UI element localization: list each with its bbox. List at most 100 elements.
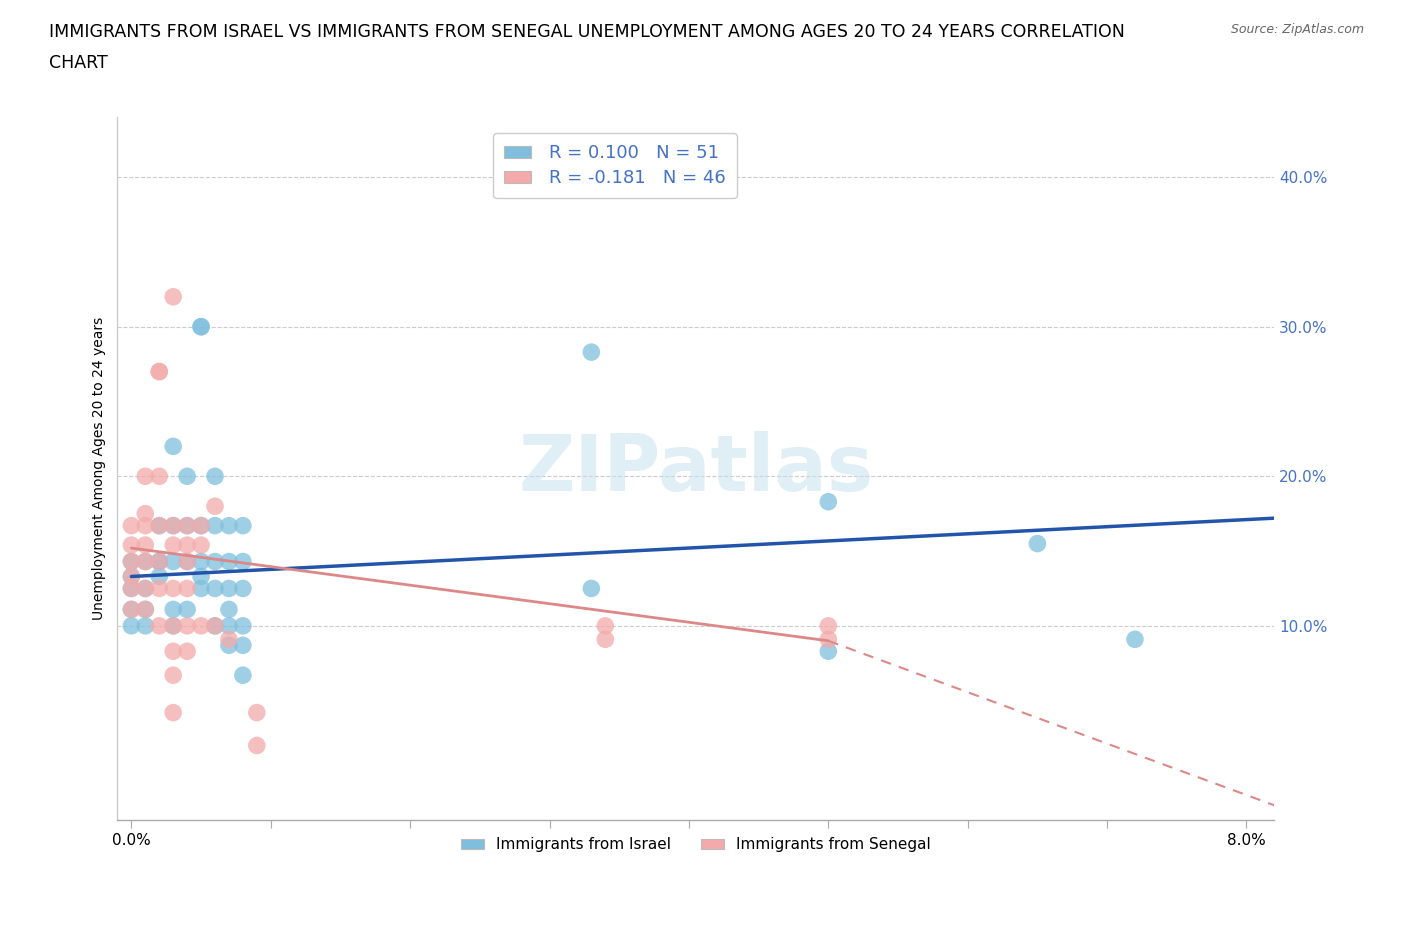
Point (218, 581, 240, 596)
Point (176, 538, 198, 552)
Point (232, 518, 254, 533)
Point (176, 554, 198, 569)
Point (148, 469, 170, 484)
Point (120, 569, 142, 584)
Point (218, 618, 240, 633)
Point (134, 618, 156, 633)
Point (134, 518, 156, 533)
Point (148, 581, 170, 596)
Point (134, 602, 156, 617)
Point (190, 554, 212, 569)
Point (218, 518, 240, 533)
Point (148, 518, 170, 533)
Point (148, 365, 170, 379)
Point (190, 518, 212, 533)
Point (204, 581, 226, 596)
Point (134, 554, 156, 569)
Point (190, 518, 212, 533)
Point (148, 554, 170, 569)
Point (204, 618, 226, 633)
Point (162, 439, 184, 454)
Text: CHART: CHART (49, 54, 108, 72)
Point (162, 538, 184, 552)
Point (148, 554, 170, 569)
Point (176, 518, 198, 533)
Point (190, 618, 212, 633)
Text: IMMIGRANTS FROM ISRAEL VS IMMIGRANTS FROM SENEGAL UNEMPLOYMENT AMONG AGES 20 TO : IMMIGRANTS FROM ISRAEL VS IMMIGRANTS FRO… (49, 23, 1125, 41)
Point (162, 518, 184, 533)
Point (817, 494, 839, 509)
Point (218, 638, 240, 653)
Point (204, 618, 226, 633)
Point (176, 581, 198, 596)
Point (120, 554, 142, 569)
Point (190, 581, 212, 596)
Point (134, 581, 156, 596)
Point (817, 644, 839, 658)
Point (148, 365, 170, 379)
Point (204, 554, 226, 569)
Point (134, 554, 156, 569)
Point (148, 569, 170, 584)
Point (162, 554, 184, 569)
Point (176, 518, 198, 533)
Point (204, 469, 226, 484)
Point (176, 469, 198, 484)
Point (120, 538, 142, 552)
Point (176, 602, 198, 617)
Text: Source: ZipAtlas.com: Source: ZipAtlas.com (1230, 23, 1364, 36)
Point (148, 554, 170, 569)
Point (190, 569, 212, 584)
Point (162, 581, 184, 596)
Point (581, 345, 603, 360)
Point (148, 618, 170, 633)
Legend: Immigrants from Israel, Immigrants from Senegal: Immigrants from Israel, Immigrants from … (454, 831, 938, 858)
Point (120, 581, 142, 596)
Point (176, 554, 198, 569)
Point (246, 705, 269, 720)
Point (232, 581, 254, 596)
Point (162, 668, 184, 683)
Point (120, 618, 142, 633)
Point (218, 554, 240, 569)
Point (190, 319, 212, 334)
Text: ZIPatlas: ZIPatlas (519, 431, 873, 507)
Point (134, 581, 156, 596)
Point (218, 602, 240, 617)
Point (120, 554, 142, 569)
Point (120, 518, 142, 533)
Point (246, 738, 269, 753)
Point (162, 618, 184, 633)
Point (595, 631, 617, 646)
Point (120, 581, 142, 596)
Point (162, 602, 184, 617)
Point (176, 618, 198, 633)
Point (120, 602, 142, 617)
Point (134, 469, 156, 484)
Point (162, 644, 184, 658)
Point (162, 705, 184, 720)
Point (1026, 536, 1049, 551)
Point (120, 569, 142, 584)
Point (232, 638, 254, 653)
Point (204, 518, 226, 533)
Point (148, 518, 170, 533)
Y-axis label: Unemployment Among Ages 20 to 24 years: Unemployment Among Ages 20 to 24 years (93, 317, 107, 620)
Point (134, 602, 156, 617)
Point (817, 618, 839, 633)
Point (134, 538, 156, 552)
Point (817, 631, 839, 646)
Point (218, 631, 240, 646)
Point (162, 289, 184, 304)
Point (1123, 631, 1146, 646)
Point (232, 668, 254, 683)
Point (162, 518, 184, 533)
Point (120, 602, 142, 617)
Point (190, 319, 212, 334)
Point (134, 506, 156, 521)
Point (176, 644, 198, 658)
Point (232, 618, 254, 633)
Point (581, 581, 603, 596)
Point (595, 618, 617, 633)
Point (162, 618, 184, 633)
